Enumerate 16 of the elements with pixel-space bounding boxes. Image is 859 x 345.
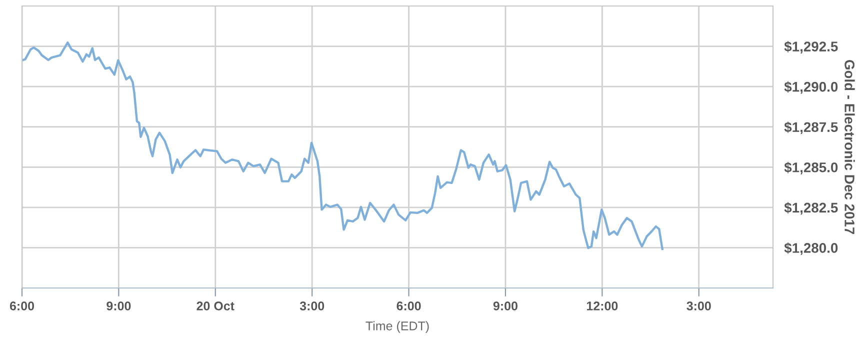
x-tick-label: 20 Oct (196, 302, 234, 310)
y-tick-label: $1,287.5 (784, 122, 838, 134)
x-tick-label: 12:00 (586, 302, 618, 310)
y-axis-title: Gold - Electronic Dec 2017 (844, 60, 855, 234)
y-tick-label: $1,290.0 (784, 81, 838, 94)
x-tick-label: 3:00 (300, 302, 324, 310)
y-tick-label: $1,282.5 (784, 202, 838, 215)
x-tick-label: 9:00 (106, 302, 131, 310)
y-tick-label: $1,280.0 (784, 242, 838, 255)
x-axis-title: Time (EDT) (366, 321, 429, 333)
x-tick-label: 9:00 (493, 302, 518, 310)
y-tick-label: $1,285.0 (784, 162, 838, 174)
x-tick-label: 6:00 (396, 302, 421, 310)
x-tick-label: 6:00 (10, 302, 34, 310)
y-tick-label: $1,292.5 (784, 41, 838, 54)
x-tick-label: 3:00 (686, 302, 711, 310)
